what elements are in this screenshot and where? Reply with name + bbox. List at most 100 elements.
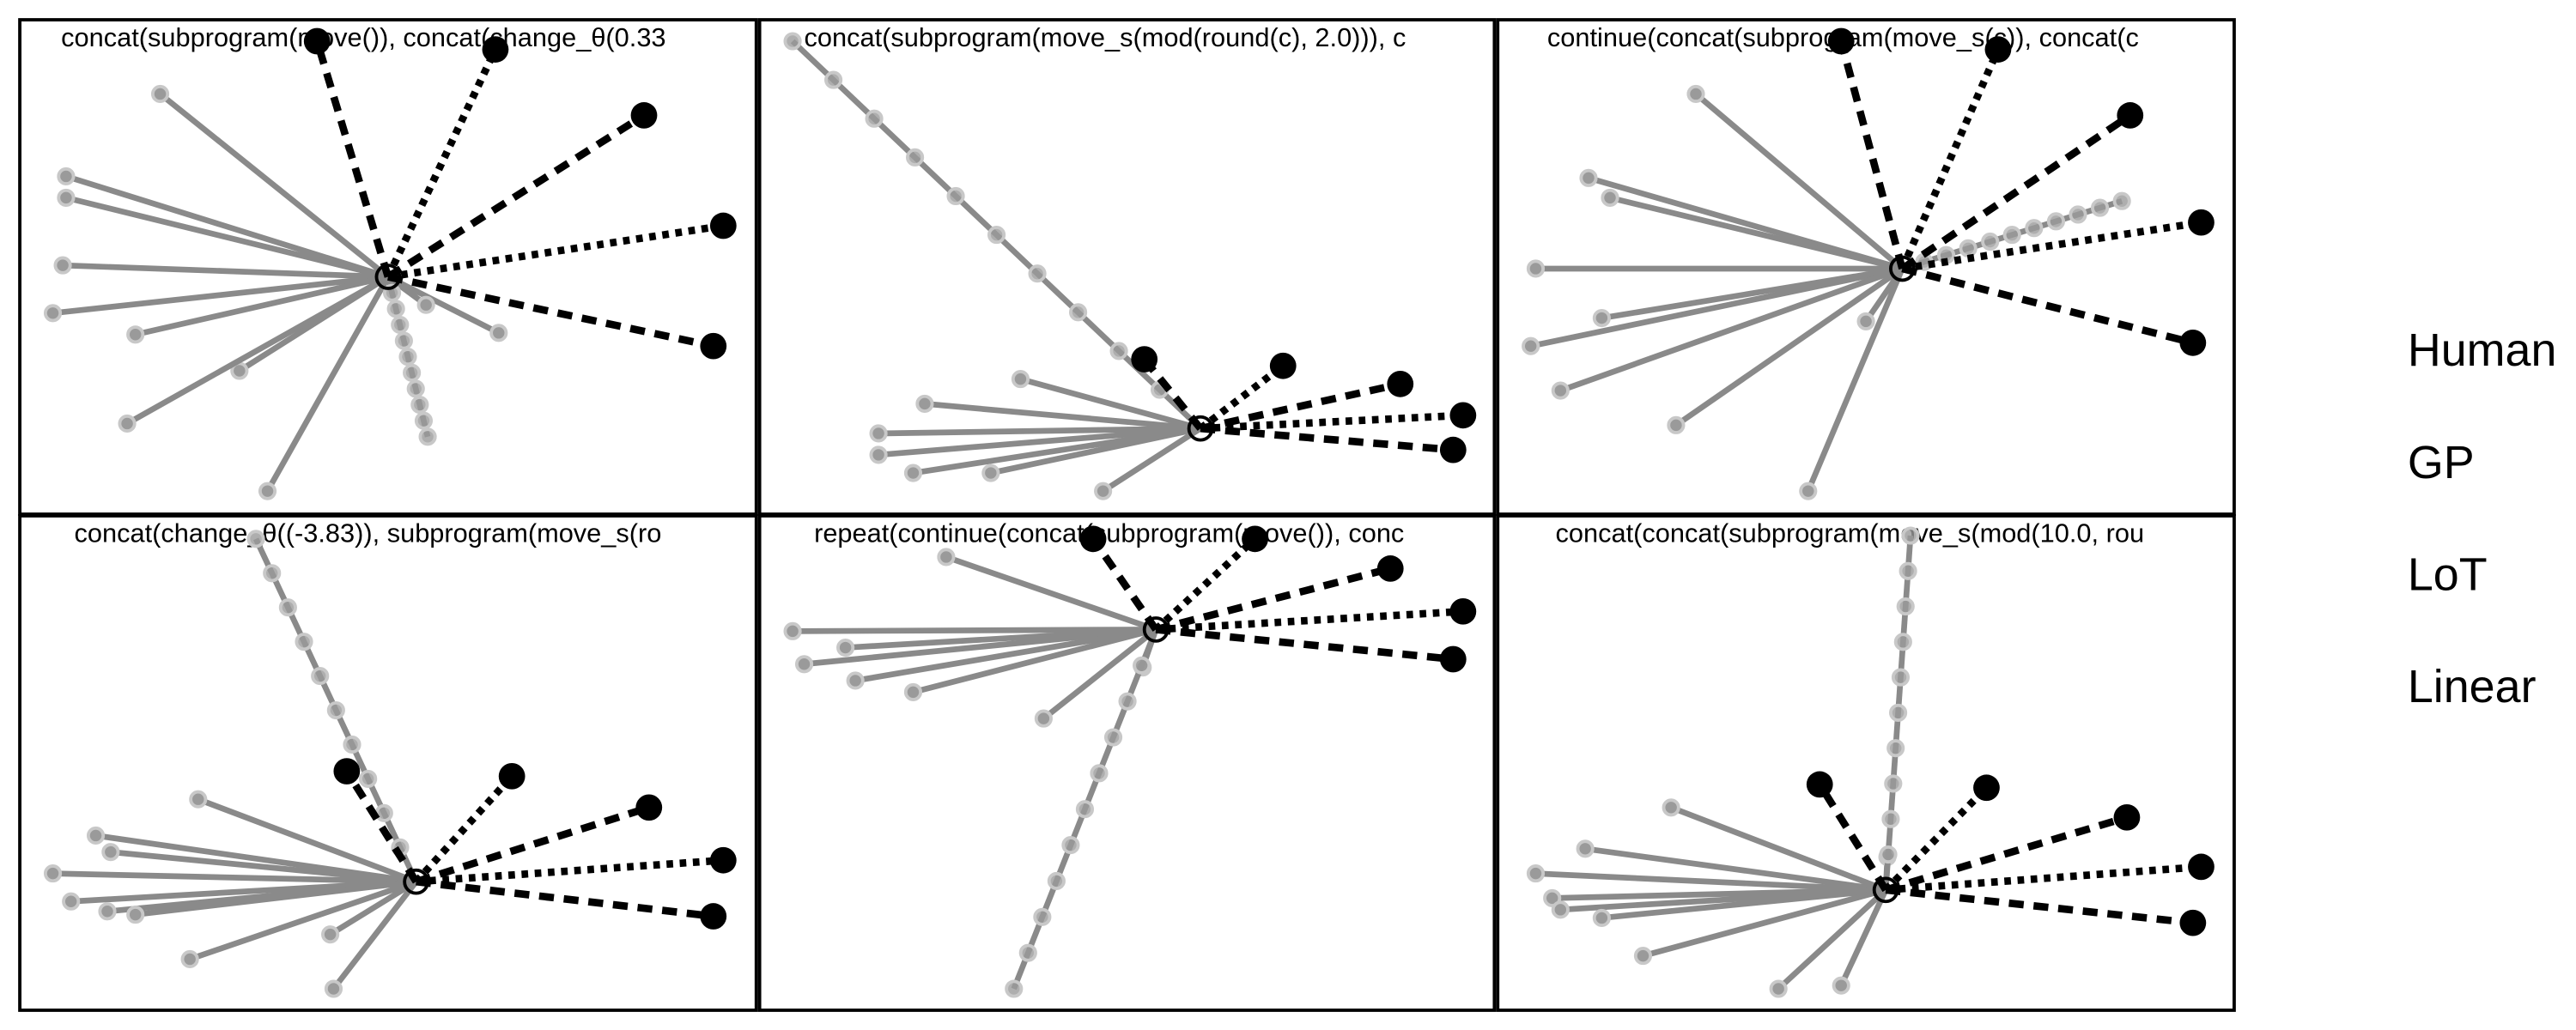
gray-point bbox=[1893, 633, 1912, 651]
black-point bbox=[1387, 371, 1414, 397]
gray-stroke bbox=[158, 91, 391, 280]
gray-point bbox=[1103, 728, 1123, 747]
black-point bbox=[1973, 774, 2000, 802]
gray-point bbox=[403, 363, 422, 382]
center-point bbox=[1889, 255, 1916, 282]
legend-list: Human GP LoT Linear bbox=[2408, 324, 2557, 712]
legend-label: Human bbox=[2408, 324, 2557, 376]
gray-point bbox=[1856, 312, 1875, 330]
gray-point bbox=[1769, 979, 1788, 998]
gray-point bbox=[2002, 226, 2021, 245]
gray-point bbox=[101, 843, 120, 862]
gray-point bbox=[2090, 198, 2110, 217]
gray-point bbox=[1901, 526, 1920, 545]
black-stroke bbox=[1885, 886, 2194, 927]
gray-point bbox=[1576, 839, 1595, 858]
black-stroke bbox=[1141, 356, 1204, 431]
black-point bbox=[2179, 330, 2207, 356]
panel: repeat(continue(concat(subprogram(move()… bbox=[757, 514, 1497, 1012]
gray-point bbox=[1889, 703, 1908, 722]
gray-point bbox=[86, 826, 106, 845]
gray-point bbox=[414, 411, 434, 430]
gray-stroke bbox=[65, 195, 389, 280]
gray-point bbox=[1526, 259, 1546, 278]
gray-stroke bbox=[110, 849, 416, 885]
gray-stroke bbox=[878, 425, 1201, 437]
gray-point bbox=[1601, 188, 1619, 207]
black-point bbox=[709, 846, 737, 874]
black-point bbox=[2179, 909, 2207, 936]
panel-title: concat(subprogram(move_s(mod(round(c), 2… bbox=[805, 22, 1406, 52]
gray-stroke bbox=[945, 554, 1157, 633]
black-stroke bbox=[1090, 536, 1159, 632]
gray-point bbox=[263, 564, 282, 583]
gray-point bbox=[57, 167, 76, 185]
gray-point bbox=[946, 186, 965, 206]
gray-stroke bbox=[197, 797, 417, 885]
black-point bbox=[2188, 209, 2215, 236]
gray-stroke bbox=[1601, 887, 1886, 921]
gray-stroke bbox=[924, 401, 1201, 432]
panel: continue(concat(subprogram(move_s(c)), c… bbox=[1496, 18, 2236, 516]
gray-point bbox=[1069, 303, 1088, 322]
panel-drawing: continue(concat(subprogram(move_s(c)), c… bbox=[1522, 22, 2215, 500]
gray-stroke bbox=[878, 425, 1201, 458]
gray-stroke bbox=[1776, 888, 1888, 991]
gray-stroke bbox=[328, 879, 418, 937]
black-point bbox=[1449, 402, 1477, 429]
gray-point bbox=[321, 925, 340, 944]
black-stroke bbox=[1198, 362, 1285, 432]
gray-point bbox=[903, 464, 923, 482]
gray-point bbox=[326, 700, 345, 720]
gray-point bbox=[406, 379, 425, 398]
gray-point bbox=[1034, 709, 1053, 728]
gray-point bbox=[359, 769, 378, 788]
black-stroke bbox=[386, 112, 647, 281]
black-point bbox=[1827, 27, 1855, 55]
legend-label: Linear bbox=[2408, 661, 2537, 712]
gray-point bbox=[1011, 370, 1030, 389]
gray-point bbox=[1667, 415, 1686, 434]
gray-point bbox=[1799, 482, 1818, 500]
gray-point bbox=[869, 424, 888, 443]
gray-point bbox=[489, 324, 508, 342]
black-stroke bbox=[413, 773, 515, 885]
gray-point bbox=[1028, 264, 1047, 283]
gray-point bbox=[846, 671, 865, 690]
gray-point bbox=[1891, 668, 1911, 687]
gray-point bbox=[1033, 907, 1052, 926]
panel-drawing: concat(change_θ((-3.83)), subprogram(mov… bbox=[43, 518, 737, 998]
gray-point bbox=[374, 803, 393, 822]
gray-point bbox=[57, 188, 76, 207]
black-point bbox=[630, 102, 658, 129]
gray-point bbox=[1109, 342, 1128, 360]
gray-point bbox=[1981, 232, 2000, 251]
black-stroke bbox=[416, 877, 714, 920]
black-point bbox=[303, 27, 331, 55]
gray-stroke bbox=[331, 880, 419, 991]
panel-drawing: concat(concat(subprogram(move_s(mod(10.0… bbox=[1526, 518, 2215, 998]
panels: concat(subprogram(move()), concat(change… bbox=[18, 18, 2236, 1012]
gray-stroke bbox=[134, 274, 389, 338]
gray-point bbox=[2069, 205, 2087, 224]
gray-point bbox=[150, 84, 170, 103]
gray-point bbox=[391, 315, 410, 334]
gray-point bbox=[1884, 774, 1903, 793]
black-point bbox=[1439, 436, 1467, 464]
gray-point bbox=[1018, 943, 1037, 962]
gray-point bbox=[1686, 84, 1705, 103]
panel: concat(concat(subprogram(move_s(mod(10.0… bbox=[1496, 514, 2236, 1012]
gray-point bbox=[915, 394, 934, 413]
black-stroke bbox=[343, 769, 420, 884]
gray-stroke bbox=[135, 878, 417, 918]
gray-point bbox=[189, 790, 208, 809]
panel-border bbox=[1496, 514, 2236, 1012]
black-point bbox=[482, 36, 509, 63]
gray-stroke bbox=[264, 275, 391, 493]
gray-point bbox=[1899, 561, 1917, 580]
gray-point bbox=[783, 32, 802, 51]
gray-point bbox=[278, 598, 297, 617]
gray-point bbox=[1633, 947, 1653, 966]
